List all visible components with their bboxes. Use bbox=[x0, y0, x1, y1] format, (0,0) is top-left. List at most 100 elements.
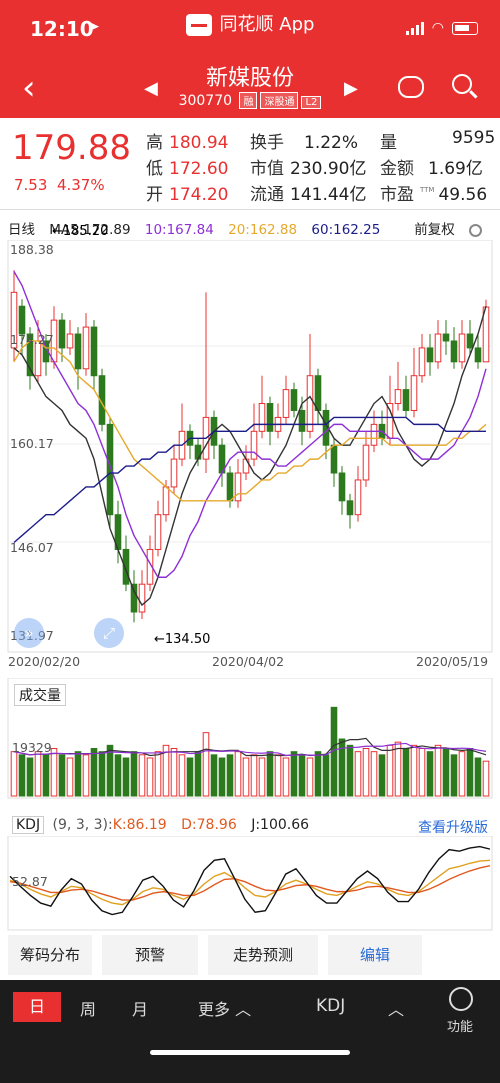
volume-bar bbox=[242, 757, 250, 797]
y-tick-1: 188.38 bbox=[10, 242, 54, 257]
volume-bar bbox=[170, 748, 178, 797]
ma5-value: MA5:172.89 bbox=[49, 222, 131, 238]
status-icons: ◠ bbox=[405, 20, 478, 36]
stock-subtitle: 300770 融深股通 L2 bbox=[0, 92, 500, 109]
period-week-tab[interactable]: 周 bbox=[80, 1000, 97, 1019]
volume-bar bbox=[282, 757, 290, 797]
candle bbox=[138, 583, 146, 613]
candle bbox=[426, 347, 434, 363]
volume-bar bbox=[186, 757, 194, 797]
next-stock-button[interactable]: ▶ bbox=[344, 78, 358, 99]
indicator-chevron-icon[interactable]: ︿ bbox=[388, 1000, 405, 1019]
location-arrow-icon: ➤ bbox=[88, 19, 100, 35]
upgrade-link[interactable]: 查看升级版 bbox=[418, 820, 488, 836]
annotation-low: ←134.50 bbox=[154, 632, 211, 647]
stock-name: 新媒股份 bbox=[205, 66, 294, 91]
quote-open: 开 174.20 bbox=[146, 185, 229, 205]
volume-bar bbox=[474, 757, 482, 797]
period-month-tab[interactable]: 月 bbox=[132, 1000, 149, 1019]
bottom-bar: 日 周 月 更多 ︿ KDJ ︿ 功能 bbox=[0, 980, 500, 1083]
collapse-button[interactable]: » bbox=[14, 618, 44, 648]
volume-bar bbox=[178, 754, 186, 797]
candle bbox=[226, 472, 234, 502]
indicator-select[interactable]: KDJ bbox=[316, 996, 346, 1016]
period-day-tab[interactable]: 日 bbox=[13, 992, 61, 1022]
kdj-legend: KDJ (9, 3, 3):K:86.19 D:78.96 J:100.66 bbox=[12, 816, 310, 834]
volume-y-tick: 19329 bbox=[12, 740, 52, 755]
ma20-line bbox=[13, 340, 487, 502]
volume-bar bbox=[18, 754, 26, 797]
volume-bar bbox=[114, 754, 122, 797]
kdj-params: (9, 3, 3): bbox=[52, 817, 113, 833]
volume-bar bbox=[258, 757, 266, 797]
function-label[interactable]: 功能 bbox=[447, 1020, 474, 1035]
volume-bar bbox=[218, 757, 226, 797]
app-header: 12:10 ➤ 同花顺 App ◠ ‹ ◀ ▶ 新媒股份 300770 融深股通… bbox=[0, 0, 500, 118]
candle bbox=[450, 340, 458, 363]
volume-title[interactable]: 成交量 bbox=[14, 684, 66, 706]
wifi-icon: ◠ bbox=[431, 20, 444, 36]
volume-bar bbox=[322, 754, 330, 797]
candle bbox=[354, 479, 362, 516]
quote-pe: 市盈 TTM 49.56 bbox=[380, 185, 488, 205]
volume-chart[interactable] bbox=[0, 678, 500, 800]
volume-bar bbox=[210, 754, 218, 797]
kdj-j: J:100.66 bbox=[251, 817, 310, 833]
x-tick-mid: 2020/04/02 bbox=[212, 654, 285, 669]
kdj-chart[interactable] bbox=[0, 836, 500, 936]
expand-icon[interactable]: ⤢ bbox=[94, 618, 124, 648]
candle bbox=[170, 458, 178, 488]
candle bbox=[418, 347, 426, 377]
ma60-line bbox=[13, 416, 486, 544]
volume-bar bbox=[402, 748, 410, 797]
volume-bar bbox=[386, 744, 394, 797]
chip-distribution-button[interactable]: 筹码分布 bbox=[8, 935, 93, 975]
current-price: 179.88 bbox=[12, 128, 131, 168]
candle bbox=[130, 583, 138, 613]
adjust-button[interactable]: 前复权 bbox=[414, 218, 492, 238]
signal-icon bbox=[405, 21, 424, 35]
candle bbox=[442, 333, 450, 342]
search-icon[interactable] bbox=[452, 74, 472, 94]
period-more-tab[interactable]: 更多 ︿ bbox=[198, 1000, 252, 1019]
candle bbox=[370, 423, 378, 446]
candle bbox=[266, 403, 274, 432]
candle bbox=[314, 375, 322, 411]
volume-bar bbox=[82, 754, 90, 797]
gear-icon[interactable] bbox=[469, 223, 482, 237]
candle bbox=[162, 486, 170, 516]
trend-forecast-button[interactable]: 走势预测 bbox=[208, 935, 319, 975]
menu-icon[interactable] bbox=[449, 987, 473, 1011]
candle bbox=[338, 472, 346, 502]
kdj-j-line bbox=[9, 845, 491, 916]
volume-bar bbox=[202, 732, 210, 797]
candle bbox=[82, 326, 90, 370]
volume-bar bbox=[354, 751, 362, 797]
kdj-d-line bbox=[9, 864, 491, 901]
quote-high: 高 180.94 bbox=[146, 133, 229, 153]
prev-stock-button[interactable]: ◀ bbox=[144, 78, 158, 99]
alert-button[interactable]: 预警 bbox=[102, 935, 199, 975]
period-label: 日线 bbox=[8, 222, 35, 238]
volume-bar bbox=[458, 751, 466, 797]
volume-bar bbox=[122, 757, 130, 797]
battery-icon bbox=[452, 21, 478, 35]
kdj-title[interactable]: KDJ bbox=[12, 816, 45, 834]
edit-button[interactable]: 编辑 bbox=[328, 935, 423, 975]
y-tick-3: 160.17 bbox=[10, 436, 54, 451]
quote-volume: 量 9595 bbox=[380, 128, 496, 153]
candle bbox=[10, 291, 18, 349]
robot-assistant-icon[interactable] bbox=[398, 76, 424, 98]
candle bbox=[402, 389, 410, 411]
candlestick-chart[interactable] bbox=[0, 240, 500, 660]
volume-bar bbox=[10, 751, 18, 797]
candle bbox=[90, 326, 98, 377]
candle bbox=[346, 500, 354, 516]
quote-panel: 179.88 7.53 4.37% 高 180.94 低 172.60 开 174.2… bbox=[0, 118, 500, 210]
volume-bar bbox=[250, 754, 258, 797]
back-button[interactable]: ‹ bbox=[22, 68, 36, 108]
quote-amount: 金额 1.69亿 bbox=[380, 159, 483, 179]
volume-bar bbox=[314, 751, 322, 797]
volume-bar bbox=[266, 751, 274, 797]
ma10-value: 10:167.84 bbox=[144, 222, 214, 238]
